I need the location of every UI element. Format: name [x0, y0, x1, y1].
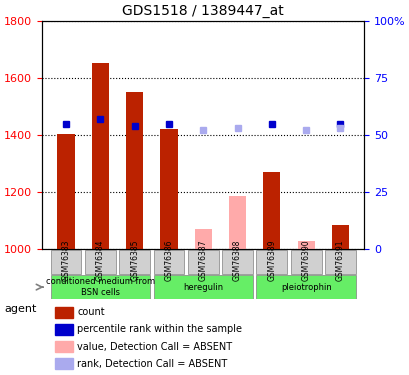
Bar [55, 324, 72, 335]
Text: heregulin: heregulin [183, 283, 223, 292]
FancyBboxPatch shape [119, 250, 150, 274]
FancyBboxPatch shape [324, 250, 355, 274]
Bar [228, 196, 245, 249]
Bar [297, 241, 314, 249]
Bar [194, 229, 211, 249]
Text: GSM76389: GSM76389 [267, 240, 276, 281]
Text: GSM76386: GSM76386 [164, 240, 173, 281]
Text: pleiotrophin: pleiotrophin [280, 283, 331, 292]
Text: GSM76391: GSM76391 [335, 240, 344, 281]
Bar [55, 358, 72, 369]
Bar [57, 134, 74, 249]
Text: GSM76383: GSM76383 [61, 240, 70, 281]
Text: GSM76385: GSM76385 [130, 240, 139, 281]
Text: GSM76384: GSM76384 [96, 240, 105, 281]
Text: rank, Detection Call = ABSENT: rank, Detection Call = ABSENT [77, 358, 227, 369]
FancyBboxPatch shape [256, 250, 287, 274]
Text: agent: agent [4, 304, 36, 314]
FancyBboxPatch shape [153, 250, 184, 274]
Text: percentile rank within the sample: percentile rank within the sample [77, 324, 242, 334]
Text: GSM76390: GSM76390 [301, 240, 310, 281]
Bar [126, 92, 143, 249]
Text: GSM76388: GSM76388 [232, 240, 241, 281]
FancyBboxPatch shape [290, 250, 321, 274]
Text: GSM76387: GSM76387 [198, 240, 207, 281]
FancyBboxPatch shape [85, 250, 115, 274]
Bar [160, 129, 177, 249]
Bar [92, 63, 109, 249]
FancyBboxPatch shape [187, 250, 218, 274]
FancyBboxPatch shape [256, 275, 355, 299]
FancyBboxPatch shape [153, 275, 252, 299]
Text: count: count [77, 307, 105, 317]
Title: GDS1518 / 1389447_at: GDS1518 / 1389447_at [122, 4, 283, 18]
Bar [55, 341, 72, 352]
FancyBboxPatch shape [50, 250, 81, 274]
Text: conditioned medium from
BSN cells: conditioned medium from BSN cells [46, 278, 155, 297]
FancyBboxPatch shape [50, 275, 150, 299]
FancyBboxPatch shape [222, 250, 252, 274]
Bar [55, 306, 72, 318]
Bar [331, 225, 348, 249]
Text: value, Detection Call = ABSENT: value, Detection Call = ABSENT [77, 342, 232, 351]
Bar [263, 172, 280, 249]
